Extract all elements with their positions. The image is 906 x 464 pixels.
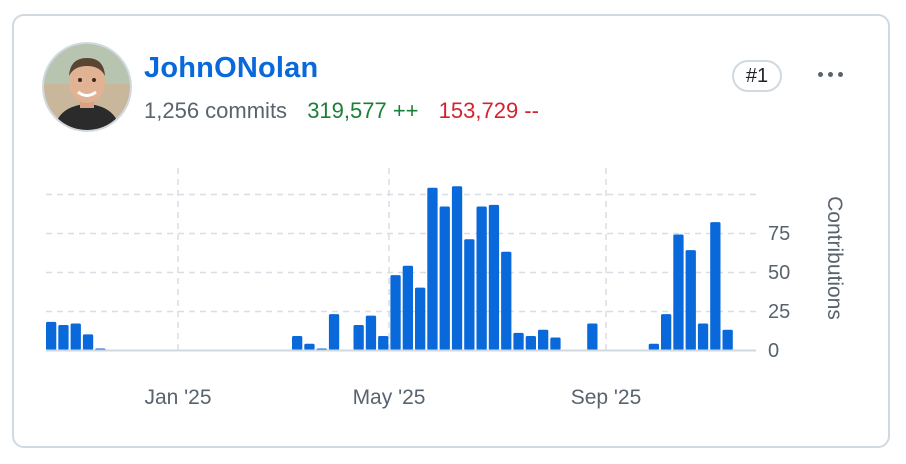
chart-bar[interactable] [587, 323, 598, 350]
chart-bar[interactable] [464, 239, 475, 350]
rank-badge: #1 [732, 60, 782, 92]
chart-bar[interactable] [328, 314, 340, 350]
chart-bar[interactable] [476, 206, 487, 350]
y-tick-label: 75 [768, 223, 790, 245]
y-tick-label: 50 [768, 262, 790, 284]
chart-bar[interactable] [402, 265, 413, 350]
x-tick-label: May '25 [353, 386, 426, 409]
chart-bar[interactable] [538, 329, 549, 350]
chart-bar[interactable] [648, 343, 659, 350]
x-tick-label: Sep '25 [571, 386, 642, 409]
chart-bar[interactable] [451, 186, 463, 350]
chart-bar[interactable] [70, 323, 81, 350]
chart-grid [46, 168, 756, 350]
chart-bars [46, 186, 733, 350]
chart-bar[interactable] [353, 325, 364, 350]
chart-bar[interactable] [365, 315, 377, 350]
chart-bar[interactable] [304, 343, 315, 350]
chart-bar[interactable] [722, 329, 733, 350]
chart-bar[interactable] [710, 222, 721, 350]
chart-bar[interactable] [439, 206, 450, 350]
chart-bar[interactable] [390, 275, 401, 350]
avatar-image [44, 44, 130, 130]
chart-bar[interactable] [685, 250, 696, 350]
y-tick-label: 0 [768, 340, 779, 362]
username-link[interactable]: JohnONolan [144, 52, 319, 84]
chart-bar[interactable] [292, 335, 303, 350]
y-tick-labels: 0 25 50 75 [768, 223, 790, 362]
chart-bar[interactable] [82, 334, 94, 350]
chart-bar[interactable] [501, 251, 512, 350]
chart-bar[interactable] [673, 234, 684, 350]
chart-bar[interactable] [513, 332, 524, 350]
kebab-horizontal-icon[interactable] [806, 56, 854, 92]
chart-bar[interactable] [488, 204, 500, 350]
chart-bar[interactable] [378, 335, 389, 350]
y-tick-label: 25 [768, 301, 790, 323]
commit-count: 1,256 commits [144, 98, 288, 123]
y-axis-label: Contributions [823, 196, 846, 320]
chart-bar[interactable] [46, 321, 57, 350]
deletions-count: 153,729 -- [438, 98, 539, 123]
chart-bar[interactable] [58, 325, 69, 350]
contribution-stats: 1,256 commits 319,577 ++ 153,729 -- [144, 98, 539, 124]
chart-bar[interactable] [415, 287, 426, 350]
x-tick-labels: Jan '25 May '25 Sep '25 [144, 386, 641, 409]
chart-bar[interactable] [661, 314, 672, 350]
chart-bar[interactable] [697, 323, 709, 350]
additions-count: 319,577 ++ [307, 98, 419, 123]
chart-bar[interactable] [427, 187, 438, 350]
chart-bar[interactable] [550, 337, 561, 350]
chart-bar[interactable] [525, 335, 536, 350]
avatar[interactable] [44, 44, 130, 130]
x-tick-label: Jan '25 [144, 386, 211, 409]
